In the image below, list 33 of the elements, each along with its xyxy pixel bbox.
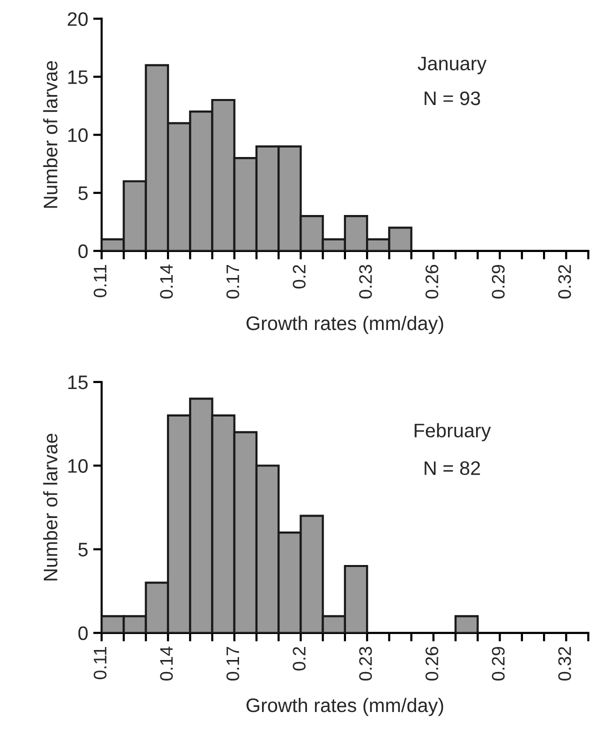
annotation: January: [418, 56, 487, 74]
x-tick-label: 0.14: [160, 264, 173, 299]
x-tick-label: 0.11: [94, 646, 106, 680]
annotation: N = 93: [424, 91, 480, 106]
x-tick-label: 0.11: [94, 264, 106, 298]
y-tick-label: 10: [68, 128, 88, 142]
annotation: February: [414, 423, 491, 442]
x-tick-label: 0.32: [558, 647, 572, 681]
y-tick-label: 15: [68, 376, 88, 390]
y-tick-label: 5: [78, 186, 88, 200]
annotation: N = 82: [424, 461, 480, 476]
x-tick-label: 0.32: [558, 265, 572, 299]
x-tick-label: 0.26: [426, 264, 438, 299]
x-axis-title: Growth rates (mm/day): [246, 698, 444, 716]
x-axis-title: Growth rates (mm/day): [246, 316, 444, 334]
y-axis-title: Number of larvae: [43, 61, 58, 208]
x-tick-label: 0.17: [226, 647, 240, 681]
x-tick-label: 0.23: [359, 264, 372, 299]
x-tick-label: 0.17: [226, 265, 240, 299]
y-axis-title: Number of larvae: [43, 434, 58, 580]
y-tick-label: 20: [68, 12, 88, 26]
x-tick-label: 0.26: [426, 646, 438, 681]
x-tick-label: 0.29: [492, 264, 505, 299]
x-tick-label: 0.14: [160, 646, 173, 681]
y-tick-label: 5: [78, 542, 88, 557]
y-tick-label: 10: [68, 459, 88, 473]
x-tick-label: 0.29: [492, 646, 505, 681]
y-tick-label: 0: [78, 244, 88, 258]
x-tick-label: 0.23: [359, 646, 372, 681]
y-tick-label: 0: [78, 626, 88, 640]
x-tick-label: 0.2: [292, 265, 306, 288]
x-tick-label: 0.2: [292, 647, 306, 670]
y-tick-label: 15: [68, 70, 88, 84]
